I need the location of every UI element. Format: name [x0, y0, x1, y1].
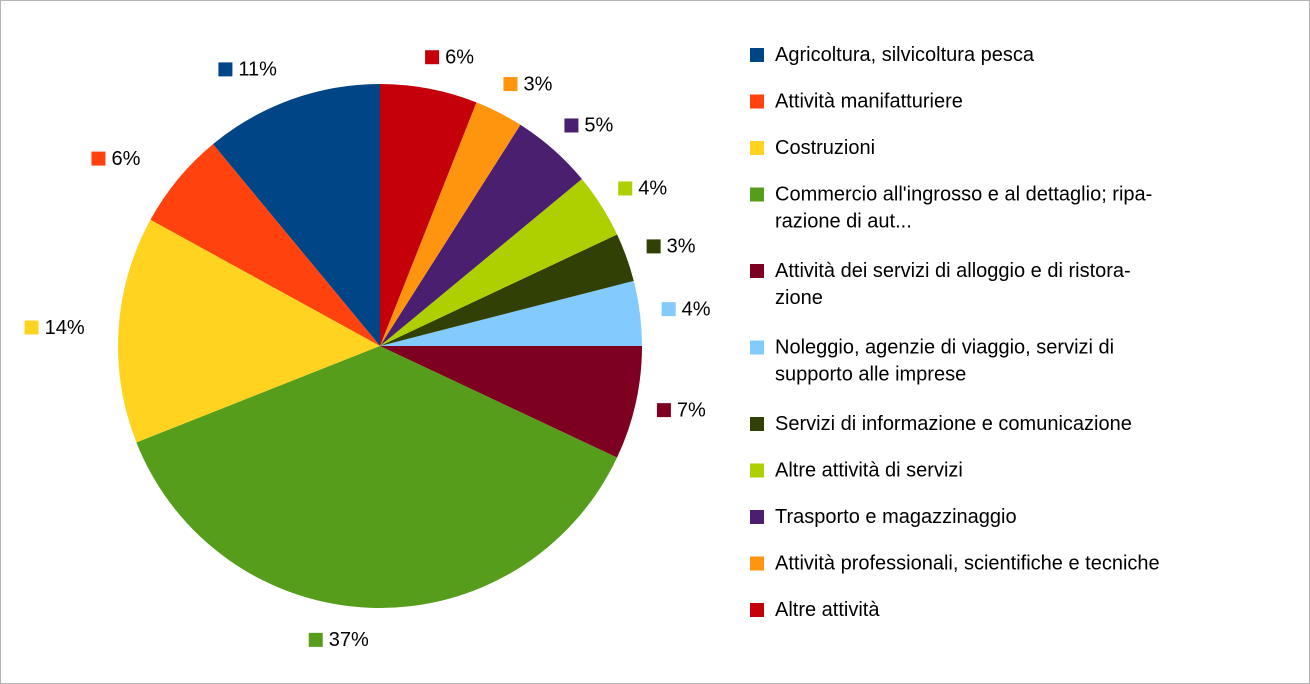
- pie-slice: [136, 346, 618, 609]
- data-label: 7%: [677, 399, 706, 421]
- pie-slice: [212, 84, 380, 346]
- legend-label: Costruzioni: [775, 137, 875, 159]
- legend-label: Altre attività di servizi: [775, 460, 963, 482]
- label-marker: [646, 239, 661, 254]
- pie-slice: [380, 84, 477, 346]
- legend-label: Servizi di informazione e comunicazione: [775, 413, 1132, 435]
- legend-label: Trasporto e magazzinaggio: [775, 506, 1017, 528]
- data-label: 4%: [638, 178, 667, 200]
- legend-marker: [750, 141, 764, 155]
- legend-marker: [750, 94, 764, 109]
- legend-marker: [750, 48, 764, 62]
- data-label: 11%: [238, 59, 277, 81]
- label-marker: [308, 632, 323, 647]
- legend-label: Attività manifatturiere: [775, 91, 963, 113]
- pie-slice: [150, 144, 380, 346]
- label-marker: [564, 118, 579, 133]
- label-marker: [656, 403, 671, 418]
- legend-label: Commercio all'ingrosso e al dettaglio; r…: [775, 184, 1152, 233]
- legend-marker: [750, 510, 764, 524]
- data-label: 5%: [584, 115, 613, 137]
- legend-marker: [750, 556, 764, 571]
- legend-label: Agricoltura, silvicoltura pesca: [775, 44, 1035, 66]
- legend-marker: [750, 264, 764, 278]
- legend-label: Attività professionali, scientifiche e t…: [775, 553, 1160, 575]
- data-label: 6%: [111, 148, 140, 170]
- label-marker: [425, 50, 440, 65]
- pie-slice: [380, 178, 618, 346]
- label-marker: [24, 320, 39, 335]
- pie-slice: [380, 346, 642, 458]
- legend-marker: [750, 603, 764, 617]
- data-label: 4%: [682, 298, 711, 320]
- data-label: 37%: [329, 629, 369, 651]
- legend-label: Altre attività: [775, 599, 880, 621]
- pie-slice: [380, 280, 642, 346]
- label-marker: [661, 302, 676, 317]
- label-marker: [218, 62, 233, 77]
- legend-marker: [750, 463, 764, 478]
- pie-slice: [118, 219, 381, 443]
- data-label: 6%: [445, 46, 474, 68]
- label-marker: [91, 151, 106, 166]
- data-label: 3%: [667, 236, 696, 258]
- pie-slice: [380, 102, 521, 346]
- legend-marker: [750, 187, 764, 202]
- data-label: 14%: [45, 317, 85, 339]
- label-marker: [618, 181, 633, 196]
- data-label: 3%: [523, 73, 552, 95]
- legend-marker: [750, 340, 764, 355]
- label-marker: [503, 77, 518, 92]
- pie-slice: [380, 124, 582, 346]
- pie-slice: [380, 234, 634, 346]
- legend-marker: [750, 417, 764, 431]
- legend-label: Attività dei servizi di alloggio e di ri…: [775, 260, 1131, 309]
- legend-label: Noleggio, agenzie di viaggio, servizi di…: [775, 337, 1114, 386]
